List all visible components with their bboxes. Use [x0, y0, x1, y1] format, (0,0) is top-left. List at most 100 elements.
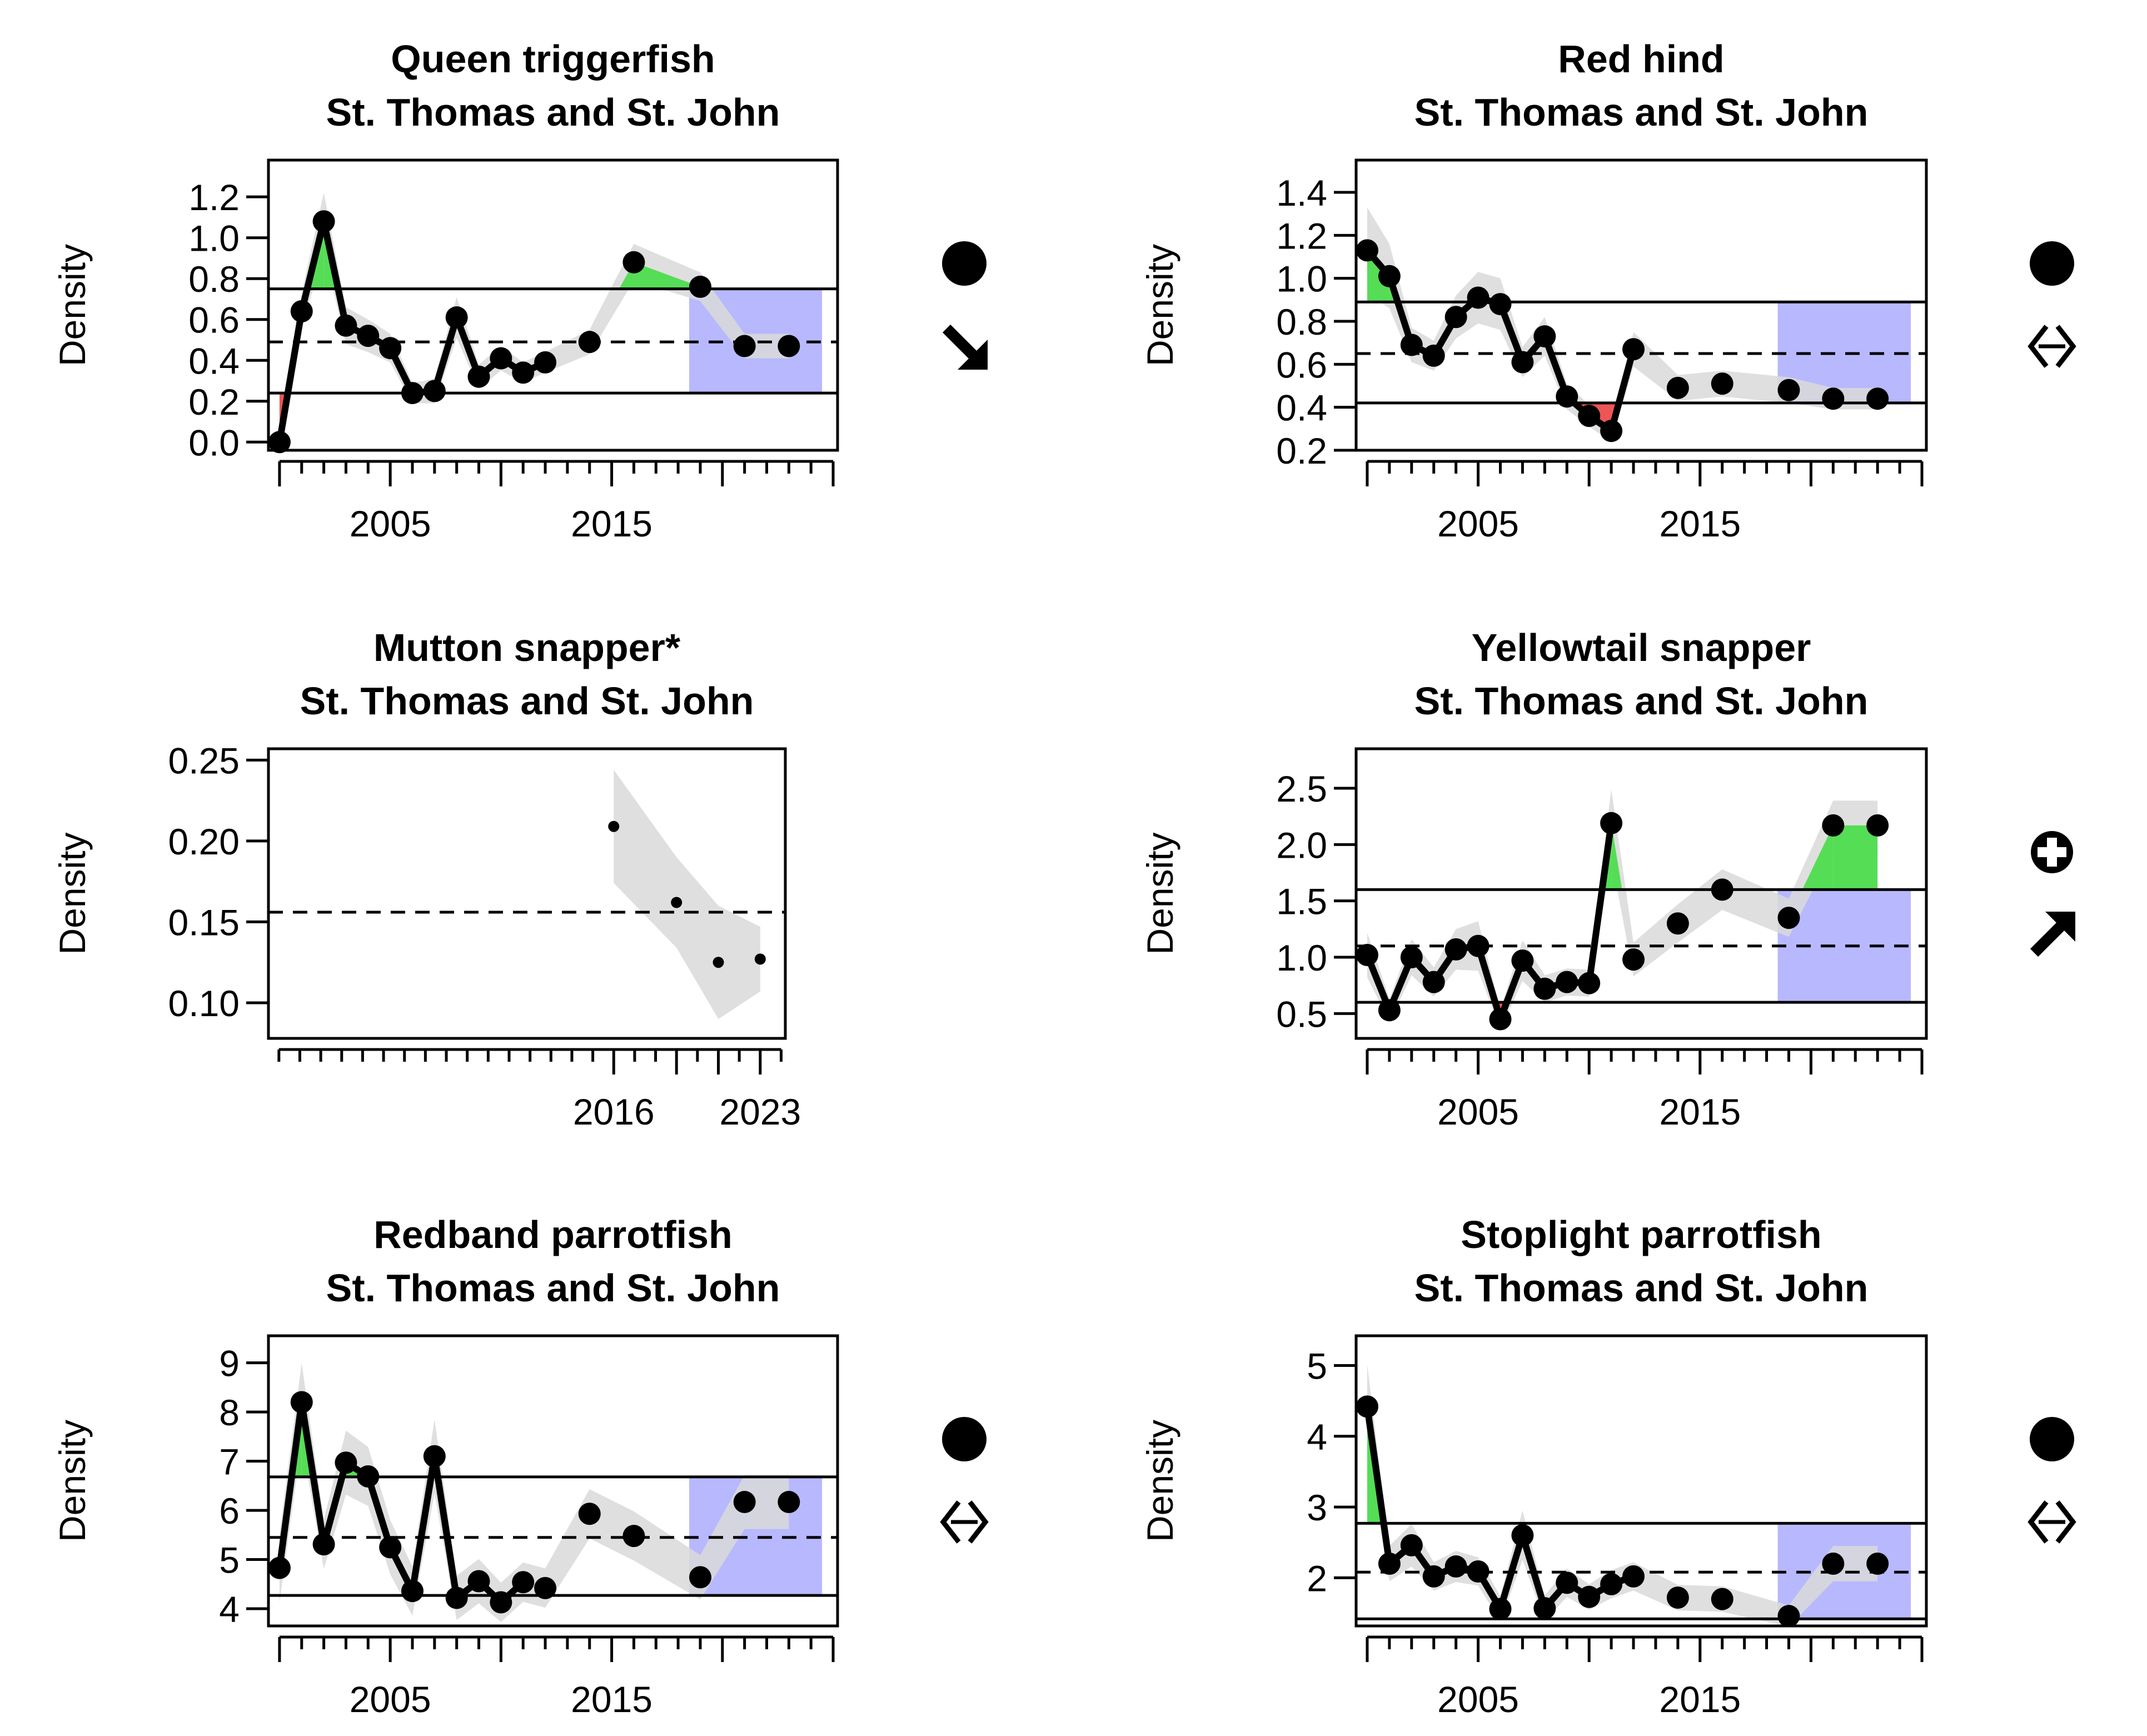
data-point [1556, 385, 1578, 408]
trend-arrow-right-head [968, 1500, 989, 1544]
x-tick-label: 2015 [1659, 1091, 1741, 1132]
ci-band [614, 769, 760, 1019]
x-tick-label: 2015 [1659, 1679, 1741, 1720]
y-tick-label: 2 [1307, 1558, 1327, 1599]
data-point [1511, 351, 1534, 374]
y-axis-title: Density [1139, 832, 1180, 954]
data-point [1444, 938, 1467, 961]
data-point [512, 1571, 535, 1594]
above-threshold-fill [1802, 825, 1834, 890]
data-point [379, 1536, 402, 1559]
ci-band [1367, 207, 1878, 442]
data-point [1666, 1586, 1689, 1609]
panel-subtitle: St. Thomas and St. John [1414, 679, 1869, 723]
data-point [1777, 379, 1800, 401]
ci-band [1367, 1364, 1878, 1626]
data-point [1777, 1605, 1800, 1628]
panel-1: Queen triggerfish St. Thomas and St. John… [52, 37, 988, 544]
trend-arrow-down-right-icon [942, 324, 981, 363]
data-point [1489, 1598, 1512, 1620]
data-point [1600, 1573, 1623, 1595]
y-tick-label: 0.6 [1276, 344, 1327, 385]
data-point [1400, 1534, 1423, 1556]
plot-frame [267, 1334, 839, 1628]
data-point [335, 1451, 357, 1474]
plot-frame [1354, 747, 1928, 1040]
y-tick-label: 4 [219, 1589, 240, 1630]
x-tick-label: 2005 [1437, 1679, 1519, 1720]
y-tick-label: 5 [219, 1540, 240, 1581]
data-point [268, 431, 291, 454]
trend-arrow-left-head [2028, 325, 2049, 368]
y-tick-label: 7 [219, 1441, 240, 1483]
data-point [423, 1445, 446, 1468]
data-point [1444, 1555, 1467, 1578]
panel-6: Stoplight parrotfish St. Thomas and St. J… [1139, 1213, 2076, 1720]
panel-2: Red hind St. Thomas and St. John 0.20.40.6… [1139, 37, 2076, 544]
data-point [1400, 946, 1423, 969]
data-point [622, 251, 645, 273]
data-point [1556, 1571, 1578, 1594]
plot-frame [267, 747, 787, 1040]
data-point [290, 300, 313, 323]
panel-title: Stoplight parrotfish [1461, 1213, 1821, 1256]
data-point [312, 1533, 335, 1556]
data-point [290, 1391, 313, 1414]
y-tick-label: 0.15 [168, 902, 240, 943]
status-plus-vertical [2047, 838, 2057, 867]
data-point [1866, 1552, 1889, 1575]
y-tick-label: 0.0 [188, 422, 240, 463]
x-tick-label: 2023 [719, 1091, 801, 1132]
data-point [1822, 387, 1845, 410]
data-point [1866, 814, 1889, 837]
panel-5: Redband parrotfish St. Thomas and St. Joh… [52, 1213, 989, 1720]
y-tick-label: 2.5 [1276, 768, 1327, 809]
data-point [423, 380, 446, 402]
y-axis-title: Density [52, 832, 93, 954]
y-axis-title: Density [52, 244, 93, 366]
data-point [1467, 286, 1490, 309]
data-point [1622, 1565, 1645, 1588]
data-point [512, 361, 535, 384]
panel-title: Yellowtail snapper [1472, 626, 1811, 669]
panel-subtitle: St. Thomas and St. John [1414, 1266, 1869, 1310]
y-tick-label: 4 [1307, 1416, 1327, 1458]
data-point [1622, 948, 1645, 971]
data-point [401, 382, 424, 405]
data-point [1422, 344, 1445, 367]
status-filled-circle-icon [2030, 241, 2074, 286]
data-point [1378, 999, 1401, 1022]
data-point [578, 1503, 601, 1525]
data-point [1711, 1588, 1733, 1610]
data-point [1866, 387, 1889, 410]
trend-arrow-right-head [2055, 1500, 2076, 1544]
y-tick-label: 0.2 [1276, 430, 1327, 471]
plot-area [268, 769, 785, 1019]
data-point [1822, 814, 1845, 837]
panel-title: Red hind [1558, 37, 1724, 81]
data-point [671, 897, 683, 908]
data-point [1578, 972, 1601, 994]
data-point [1777, 907, 1800, 929]
data-point [1533, 325, 1556, 348]
status-filled-circle-icon [942, 1417, 987, 1461]
data-point [1489, 1008, 1512, 1031]
data-point [622, 1525, 645, 1548]
data-point [1467, 934, 1490, 957]
panel-title: Mutton snapper* [373, 626, 681, 669]
trend-arrow-left-head [940, 1500, 961, 1544]
x-tick-label: 2005 [1437, 503, 1519, 544]
data-point [1556, 971, 1578, 993]
data-point [534, 351, 557, 374]
x-tick-label: 2005 [350, 1679, 431, 1720]
panel-4: Yellowtail snapper St. Thomas and St. Joh… [1139, 626, 2075, 1132]
data-point [1711, 372, 1733, 395]
panel-title: Redband parrotfish [373, 1213, 733, 1256]
data-point [733, 335, 756, 357]
y-axis-title: Density [1139, 1420, 1180, 1542]
data-point [578, 331, 601, 354]
y-tick-label: 1.0 [1276, 937, 1327, 978]
data-point [1489, 293, 1512, 316]
data-point [608, 820, 620, 832]
